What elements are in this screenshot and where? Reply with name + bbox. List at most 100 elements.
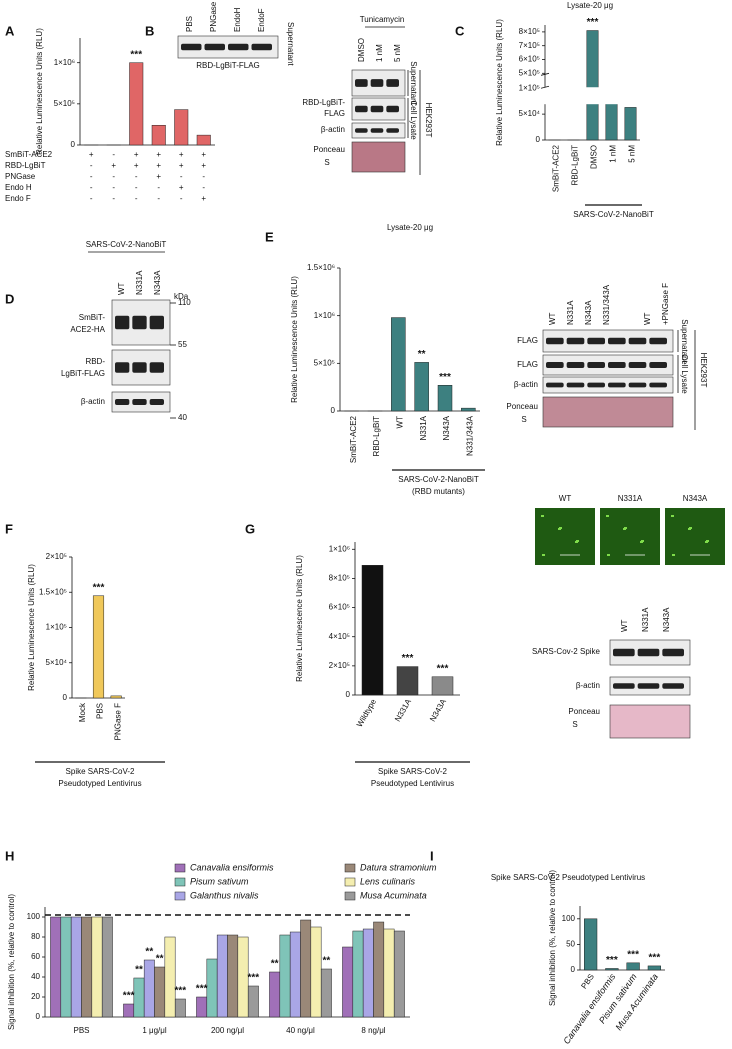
marker-label: 110 — [178, 298, 191, 307]
x-tick-label: N331A — [419, 415, 428, 440]
significance: ** — [418, 349, 426, 360]
table-cell: - — [112, 183, 115, 192]
x-tick-label: Mock — [78, 702, 87, 722]
bar — [151, 124, 166, 146]
blot-band — [386, 79, 399, 87]
lane-label: WT — [548, 312, 557, 325]
legend-label: Galanthus nivalis — [190, 890, 259, 900]
y-tick-label: 5×10⁵ — [314, 358, 335, 367]
blot-band — [587, 382, 605, 388]
cell-spot — [641, 540, 644, 542]
cell-spot — [542, 554, 545, 556]
table-cell: + — [89, 150, 94, 159]
x-tick-label: SmBiT-ACE2 — [349, 415, 358, 463]
chart-title: Lysate-20 μg — [567, 1, 613, 10]
y-tick-label: 2×10⁵ — [46, 552, 67, 561]
blot-band — [132, 315, 147, 330]
group-label: Spike SARS-CoV-2 — [378, 767, 447, 776]
legend-swatch — [344, 877, 356, 887]
bar — [605, 968, 619, 971]
y-tick-label: 1×10⁶ — [54, 58, 75, 67]
blot-band — [566, 337, 585, 345]
legend-swatch — [174, 863, 186, 873]
bar — [647, 965, 661, 971]
bar — [154, 966, 166, 1018]
x-tick-label: Wildtype — [355, 697, 378, 729]
bar — [237, 936, 249, 1018]
panel-letter: B — [145, 23, 154, 38]
y-tick-label: 1×10⁶ — [329, 544, 350, 553]
cell-spot — [672, 554, 675, 556]
table-cell: + — [156, 150, 161, 159]
y-tick-label: 1×10⁶ — [314, 311, 335, 320]
significance: ** — [135, 965, 143, 976]
blot-label: S — [521, 415, 526, 424]
y-tick-label: 6×10⁵ — [519, 55, 540, 64]
y-tick-label: 1.5×10⁵ — [39, 587, 67, 596]
marker-label: 40 — [178, 413, 187, 422]
lane-label: WT — [620, 619, 629, 632]
bar — [431, 676, 454, 696]
bar — [164, 936, 176, 1018]
panel-letter: D — [5, 291, 14, 306]
lane-label: N343A — [662, 607, 671, 632]
image-label: N343A — [683, 494, 708, 503]
fraction-label: Supernatant — [409, 61, 418, 105]
blot-label: β-actin — [514, 380, 538, 389]
blot-band — [637, 648, 660, 657]
blot-label: FLAG — [324, 109, 345, 118]
y-tick-label: 0 — [331, 406, 336, 415]
legend-label: Lens culinaris — [360, 876, 416, 886]
panel-letter: H — [5, 848, 14, 863]
blot-band — [608, 362, 626, 368]
y-tick-label: 4×10⁵ — [329, 632, 350, 641]
blot-band — [355, 79, 368, 87]
cell-spot — [541, 515, 544, 517]
blot-label: RBD-LgBiT- — [302, 98, 345, 107]
blot-band — [181, 43, 202, 51]
lane-label: WT — [643, 312, 652, 325]
bar — [60, 916, 72, 1018]
y-tick-label: 5×10⁵ — [54, 99, 75, 108]
legend-label: Canavalia ensiformis — [190, 862, 274, 872]
table-cell: - — [202, 183, 205, 192]
table-cell: + — [134, 161, 139, 170]
table-row-label: Endo H — [5, 183, 32, 192]
x-tick-label: N343A — [442, 415, 451, 440]
group-label: (RBD mutants) — [412, 487, 465, 496]
table-cell: + — [179, 150, 184, 159]
table-cell: - — [135, 172, 138, 181]
legend-swatch — [174, 877, 186, 887]
blot-band — [546, 362, 564, 368]
blot-band — [386, 105, 399, 113]
y-axis-label: Relative Luminescence Units (RLU) — [295, 555, 304, 682]
bar — [196, 134, 211, 146]
table-row-label: RBD-LgBiT — [5, 161, 46, 170]
bar — [586, 30, 599, 141]
bar — [362, 928, 374, 1018]
y-axis-label: Relative Luminescence Units (RLU) — [35, 28, 44, 155]
lane-label: +PNGase F — [661, 283, 670, 325]
break-mark — [540, 72, 550, 76]
table-cell: + — [134, 150, 139, 159]
bar — [50, 916, 62, 1018]
fraction-label: Cell Lysate — [680, 354, 689, 394]
y-tick-label: 7×10⁵ — [519, 41, 540, 50]
blot-band — [115, 315, 130, 330]
bar — [91, 916, 103, 1018]
panel-letter: A — [5, 23, 15, 38]
blot-band — [149, 399, 164, 405]
bar — [584, 918, 598, 971]
y-tick-label: 0 — [63, 693, 68, 702]
blot-band — [546, 382, 564, 388]
blot-label: Ponceau — [568, 707, 600, 716]
blot-header: SARS-CoV-2-NanoBiT — [86, 240, 167, 249]
table-cell: + — [179, 183, 184, 192]
table-cell: - — [112, 194, 115, 203]
table-cell: + — [201, 161, 206, 170]
cell-spot — [607, 554, 610, 556]
blot-label: β-actin — [81, 397, 105, 406]
y-tick-label: 100 — [27, 912, 41, 921]
bar — [279, 934, 291, 1018]
lane-label: PNGase — [209, 1, 218, 32]
